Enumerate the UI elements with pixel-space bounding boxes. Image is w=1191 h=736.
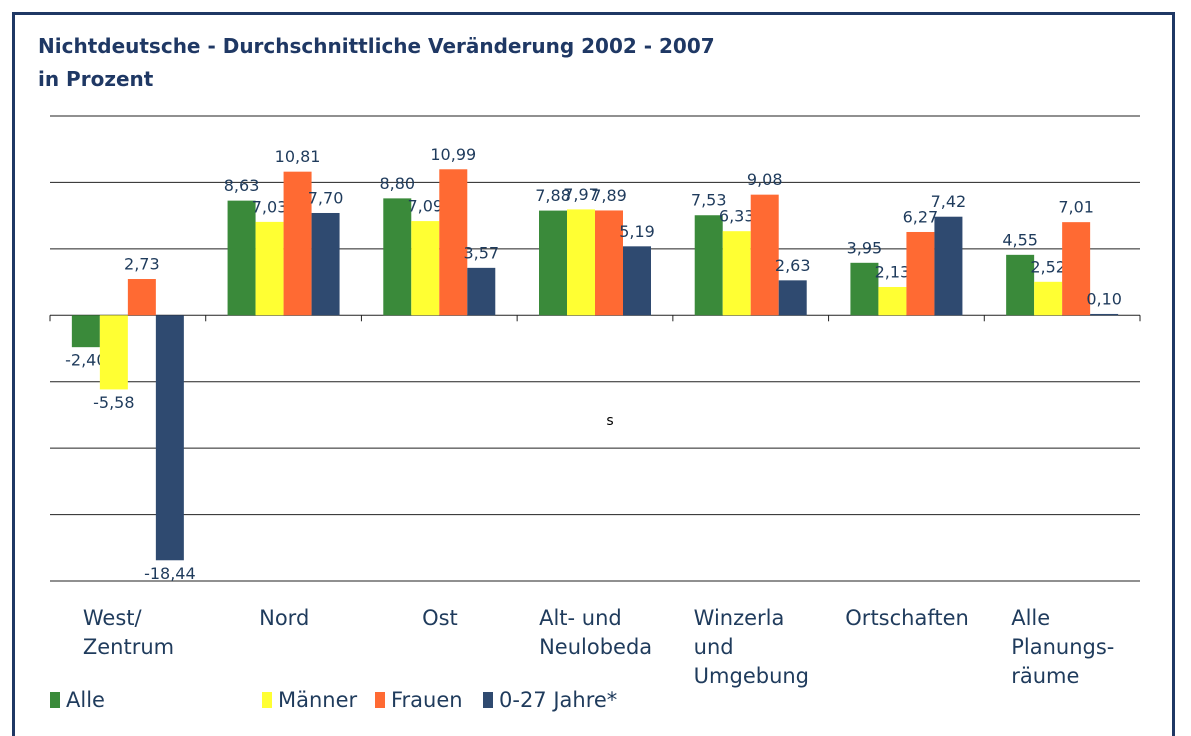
x-tick-label-box: West/ Zentrum	[50, 604, 207, 662]
value-label: 2,13	[875, 262, 911, 281]
legend-item: Alle	[50, 688, 105, 712]
value-label: 8,63	[224, 176, 260, 195]
bar	[1034, 281, 1063, 316]
frame	[12, 12, 1175, 736]
legend-label: Frauen	[391, 688, 463, 712]
bar	[623, 246, 651, 316]
x-tick-label: Alle Planungs- räume	[1011, 606, 1115, 688]
bar	[1090, 313, 1119, 316]
bar	[595, 210, 623, 316]
value-label: -5,58	[93, 393, 134, 412]
bar	[878, 286, 907, 316]
x-tick-label: Nord	[259, 606, 310, 630]
bar	[155, 315, 184, 561]
legend-label: Männer	[278, 688, 358, 712]
x-tick-label-box: Alt- und Neulobeda	[517, 604, 674, 662]
legend-label: Alle	[66, 688, 105, 712]
x-tick-label: West/ Zentrum	[82, 606, 175, 659]
bar	[99, 315, 128, 390]
chart-title: Nichtdeutsche - Durchschnittliche Veränd…	[38, 34, 715, 58]
x-tick-label: Ost	[422, 606, 458, 630]
legend-swatch	[262, 692, 272, 708]
value-label: 7,89	[591, 186, 627, 205]
value-label: 6,27	[903, 207, 939, 226]
bar	[694, 215, 723, 316]
x-tick-label-box: Nord	[206, 604, 363, 633]
bar	[227, 200, 256, 316]
value-label: 7,53	[691, 191, 727, 210]
legend-swatch	[50, 692, 60, 708]
value-label: 0,10	[1086, 289, 1122, 308]
value-label: 7,42	[931, 192, 967, 211]
x-tick-label: Winzerla und Umgebung	[693, 606, 810, 688]
bar	[467, 267, 496, 316]
value-label: 6,33	[719, 207, 755, 226]
value-label: 10,81	[275, 147, 321, 166]
value-label: 7,09	[407, 197, 443, 216]
x-tick-label-box: Winzerla und Umgebung	[673, 604, 830, 691]
bar	[127, 279, 156, 316]
value-label: 8,80	[379, 174, 415, 193]
x-tick-label-box: Alle Planungs- räume	[984, 604, 1141, 691]
bar	[1062, 222, 1091, 316]
chart-subtitle: in Prozent	[38, 67, 154, 91]
value-label: 7,01	[1058, 198, 1094, 217]
bar	[383, 198, 412, 316]
annotation: s	[606, 413, 613, 429]
value-label: 7,97	[563, 185, 599, 204]
bar	[778, 280, 807, 316]
value-label: -18,44	[144, 564, 196, 583]
bar	[539, 210, 567, 316]
x-tick-label: Ortschaften	[845, 606, 969, 630]
bar	[311, 212, 340, 316]
value-label: 5,19	[619, 222, 655, 241]
value-label: 2,63	[775, 256, 811, 275]
value-label: 10,99	[430, 145, 476, 164]
legend-label: 0-27 Jahre*	[499, 688, 618, 712]
value-label: 7,70	[308, 188, 344, 207]
bar	[1006, 254, 1035, 316]
value-label: 2,52	[1030, 257, 1066, 276]
bar	[567, 209, 595, 316]
bar	[411, 221, 440, 316]
bar	[850, 262, 879, 316]
bar	[906, 231, 935, 316]
legend-item: 0-27 Jahre*	[483, 688, 617, 712]
bar	[934, 216, 963, 316]
bar	[722, 231, 751, 316]
legend-swatch	[483, 692, 493, 708]
bar	[439, 169, 468, 316]
bar	[71, 315, 100, 348]
value-label: 4,55	[1002, 230, 1038, 249]
legend-item: Männer	[262, 688, 357, 712]
value-label: 3,57	[463, 243, 499, 262]
value-label: -2,40	[65, 351, 106, 370]
legend-swatch	[375, 692, 385, 708]
value-label: 7,88	[535, 186, 571, 205]
legend-item: Frauen	[375, 688, 463, 712]
value-label: 2,73	[124, 255, 160, 274]
x-tick-label-box: Ortschaften	[829, 604, 986, 633]
x-tick-label-box: Ost	[361, 604, 518, 633]
bar	[255, 221, 284, 316]
value-label: 9,08	[747, 170, 783, 189]
x-tick-label: Alt- und Neulobeda	[539, 606, 653, 659]
bar	[750, 194, 779, 316]
bar	[283, 171, 312, 316]
value-label: 3,95	[847, 238, 883, 257]
value-label: 7,03	[252, 197, 288, 216]
